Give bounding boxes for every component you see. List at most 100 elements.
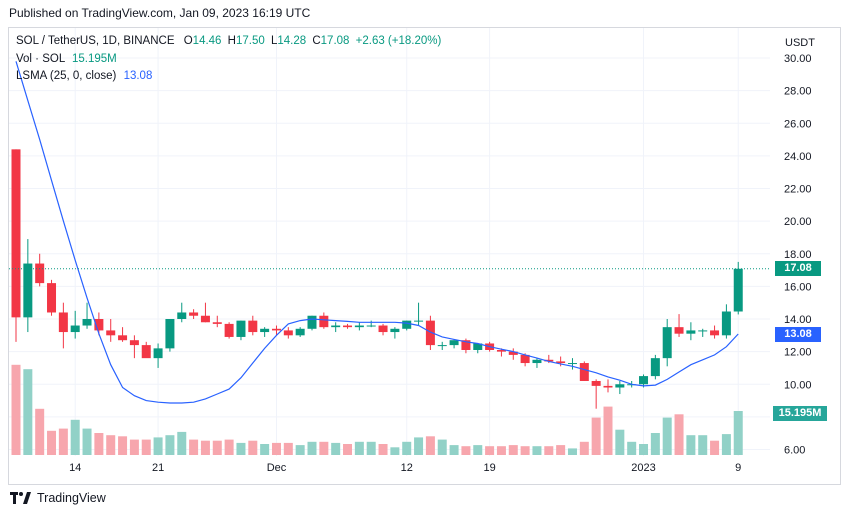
price-axis: 6.008.0010.0012.0014.0016.0018.0020.0022…	[784, 53, 812, 457]
volume-bar	[47, 430, 57, 455]
legend-lsma-label[interactable]: LSMA (25, 0, close)	[16, 70, 117, 82]
x-tick-label: 2023	[631, 462, 655, 474]
candle-body	[58, 312, 68, 333]
currency-label: USDT	[785, 37, 815, 49]
legend-volume: Vol · SOL 15.195M	[16, 53, 117, 65]
legend-lsma: LSMA (25, 0, close) 13.08	[16, 70, 152, 82]
volume-bar	[23, 369, 33, 455]
candle-body	[378, 325, 388, 333]
volume-bar	[520, 446, 530, 455]
candle-body	[733, 268, 743, 312]
volume-bar	[639, 444, 649, 455]
candle-body	[248, 320, 258, 333]
candle-body	[662, 327, 672, 359]
candle-body	[141, 345, 151, 359]
volume-bar	[414, 437, 424, 455]
volume-bar	[615, 429, 625, 455]
candle-body	[82, 319, 92, 326]
volume-bar	[591, 417, 601, 455]
x-tick-label: 14	[69, 462, 81, 474]
volume-bar	[437, 439, 447, 455]
candle-body	[271, 328, 281, 331]
candle-body	[354, 325, 364, 328]
volume-bar	[35, 408, 45, 455]
candle-body	[343, 325, 353, 328]
legend-ohlc: SOL / TetherUS, 1D, BINANCE O14.46 H17.5…	[16, 35, 441, 47]
legend-low-label: L	[270, 35, 278, 47]
volume-bar	[70, 419, 80, 455]
volume-bar	[449, 445, 459, 455]
candle-body	[414, 320, 424, 322]
last-price-tag: 17.08	[775, 261, 821, 277]
candle-body	[532, 359, 542, 364]
volume-bar	[224, 439, 234, 455]
candle-body	[165, 319, 175, 349]
volume-bar	[366, 441, 376, 455]
candle-body	[520, 354, 530, 364]
x-tick-label: Dec	[267, 462, 287, 474]
y-tick-label: 10.00	[784, 379, 812, 391]
lsma-line	[15, 61, 739, 404]
brand-name: TradingView	[37, 491, 106, 505]
volume-bar	[248, 440, 258, 455]
volume-bar	[354, 441, 364, 455]
y-tick-label: 18.00	[784, 249, 812, 261]
y-tick-label: 26.00	[784, 118, 812, 130]
candle-body	[307, 315, 317, 329]
candle-body	[567, 363, 577, 365]
volume-bar	[721, 434, 731, 455]
legend-low: 14.28	[277, 35, 307, 47]
lsma-value-tag: 13.08	[775, 326, 821, 342]
volume-bar	[106, 435, 116, 455]
candle-body	[295, 328, 305, 336]
y-tick-label: 24.00	[784, 151, 812, 163]
legend-volume-label[interactable]: Vol · SOL	[16, 53, 65, 65]
volume-bar	[141, 439, 151, 455]
lsma-path	[15, 61, 739, 404]
candle-body	[23, 263, 33, 318]
tradingview-brand[interactable]: TradingView	[10, 491, 106, 505]
candle-body	[556, 361, 566, 364]
candle-body	[118, 335, 128, 341]
volume-bar	[212, 440, 222, 455]
candle-body	[674, 327, 684, 334]
x-tick-label: 21	[152, 462, 164, 474]
volume-bar	[473, 445, 483, 455]
candle-body	[603, 385, 613, 388]
volume-bar	[674, 414, 684, 455]
volume-bar	[662, 417, 672, 455]
volume-bar	[319, 441, 329, 455]
candle-body	[236, 320, 246, 337]
chart-frame	[8, 27, 841, 485]
volume-bar	[710, 440, 720, 455]
volume-bar	[686, 435, 696, 455]
legend-close: 17.08	[320, 35, 350, 47]
x-tick-label: 19	[483, 462, 495, 474]
legend-close-label: C	[312, 35, 321, 47]
legend-symbol[interactable]: SOL / TetherUS, 1D, BINANCE	[16, 35, 175, 47]
volume-bar	[118, 436, 128, 455]
volume-bar	[58, 428, 68, 455]
y-tick-label: 16.00	[784, 281, 812, 293]
candle-body	[153, 348, 163, 359]
candle-body	[11, 149, 21, 318]
y-tick-label: 28.00	[784, 86, 812, 98]
volume-bar	[556, 445, 566, 455]
candle-body	[47, 283, 57, 313]
y-tick-label: 14.00	[784, 314, 812, 326]
candle-body	[686, 330, 696, 334]
volume-bar	[532, 446, 542, 455]
candle-body	[473, 343, 483, 350]
candle-body	[189, 312, 199, 316]
chart-grid	[9, 28, 770, 456]
x-tick-label: 12	[401, 462, 413, 474]
candle-body	[70, 325, 80, 333]
legend-high-label: H	[227, 35, 236, 47]
candle-body	[639, 376, 649, 385]
candle-body	[94, 319, 104, 331]
y-tick-label: 12.00	[784, 347, 812, 359]
volume-bar	[579, 441, 589, 455]
candle-body	[129, 340, 139, 346]
candle-body	[106, 330, 116, 336]
